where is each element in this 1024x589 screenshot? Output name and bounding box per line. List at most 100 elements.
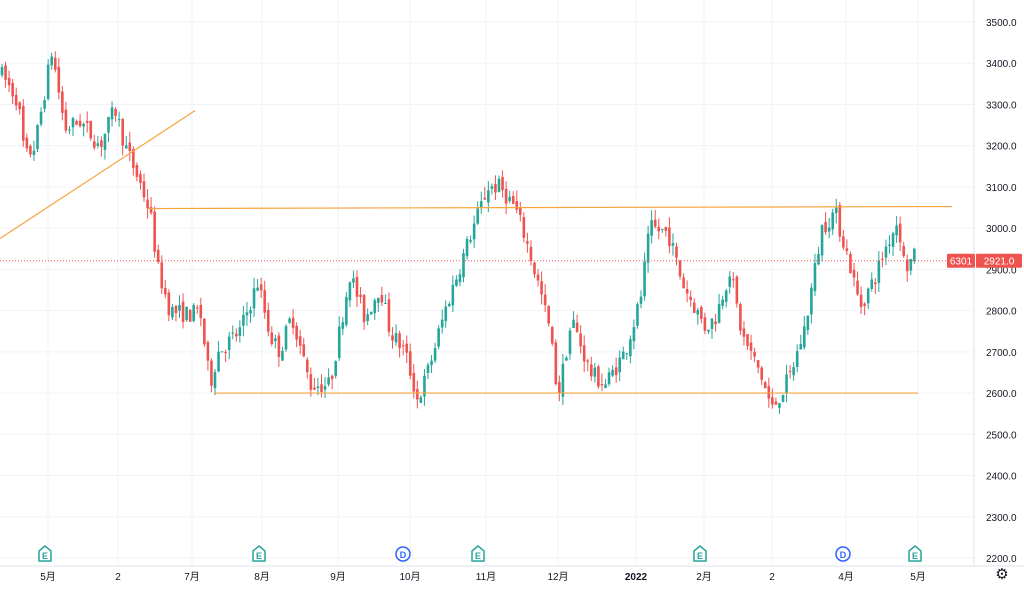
y-tick-label: 2900.0 [986, 265, 1017, 276]
candle-body [472, 223, 476, 240]
candle-body [625, 353, 629, 355]
candle-body [504, 188, 508, 204]
candle-body [359, 294, 362, 298]
candle-body [728, 276, 732, 287]
candle-body [89, 120, 93, 139]
candle-body [433, 348, 437, 361]
x-tick-label: 2022 [625, 572, 648, 583]
candle-body [888, 244, 891, 246]
candle-body [238, 327, 242, 336]
candle-body [43, 100, 46, 109]
candle-body [678, 260, 682, 277]
candle-body [639, 296, 643, 304]
y-tick-label: 2300.0 [986, 513, 1017, 524]
candle-body [689, 296, 692, 300]
candle-body [153, 211, 156, 252]
candle-body [430, 360, 433, 366]
candle-body [71, 117, 75, 128]
candle-body [760, 367, 763, 380]
candle-body [732, 279, 735, 281]
candle-body [724, 290, 728, 302]
candle-body [579, 333, 582, 347]
candle-body [380, 294, 384, 303]
candle-body [863, 303, 866, 306]
candle-body [739, 303, 742, 331]
candle-body [188, 309, 192, 322]
candle-body [377, 297, 380, 304]
candle-body [671, 243, 675, 246]
candle-body [526, 241, 529, 244]
candle-body [128, 142, 132, 152]
candle-body [543, 294, 547, 306]
candle-body [330, 375, 334, 380]
candle-body [462, 253, 465, 278]
candle-body [252, 288, 256, 309]
candle-body [891, 233, 895, 247]
candle-body [61, 91, 64, 113]
candle-body [107, 117, 110, 133]
x-tick-label: 8月 [254, 571, 270, 583]
candle-body [742, 328, 746, 337]
candle-body [334, 361, 337, 376]
candle-body [174, 305, 178, 314]
candle-body [224, 352, 227, 354]
candle-body [22, 106, 25, 141]
candle-body [355, 276, 359, 297]
candle-body [4, 65, 7, 80]
event-marker-e [908, 545, 922, 562]
symbol-badge [947, 253, 975, 268]
candle-body [643, 261, 646, 297]
candle-body [870, 279, 874, 289]
candle-body [135, 164, 139, 177]
x-tick-label: 7月 [184, 571, 200, 583]
candle-body [877, 260, 881, 283]
candle-body [220, 351, 224, 353]
candle-body [767, 386, 771, 399]
event-marker-e [693, 545, 707, 562]
candle-body [146, 199, 149, 209]
candle-body [806, 315, 810, 331]
candle-body [604, 384, 607, 389]
y-tick-label: 2200.0 [986, 554, 1017, 565]
candle-body [281, 350, 284, 361]
candle-body [749, 342, 753, 351]
candle-body [416, 389, 419, 400]
candle-body [707, 329, 710, 332]
candle-body [490, 186, 494, 189]
candle-body [600, 384, 604, 386]
candle-body [160, 262, 164, 289]
candle-body [302, 344, 306, 357]
candle-body [235, 333, 238, 337]
candle-body [692, 302, 696, 313]
candle-body [444, 306, 448, 322]
candle-body [501, 176, 504, 191]
candle-body [661, 228, 664, 230]
candle-body [103, 133, 107, 150]
event-label: D [840, 550, 847, 560]
x-tick-label: 5月 [910, 571, 926, 583]
candle-body [827, 227, 831, 232]
candle-body [437, 328, 440, 347]
candle-body [614, 367, 618, 376]
candle-body [657, 226, 661, 232]
candle-body [345, 297, 348, 325]
gear-icon[interactable]: ⚙ [995, 565, 1009, 583]
candle-body [394, 333, 398, 343]
candle-body [270, 332, 274, 344]
candle-body [895, 225, 898, 236]
candle-body [36, 124, 39, 150]
x-tick-label: 2月 [696, 571, 712, 583]
candle-body [114, 109, 117, 116]
candle-body [142, 181, 146, 198]
candle-body [11, 82, 14, 97]
x-tick-label: 4月 [838, 571, 854, 583]
candle-body [536, 274, 540, 281]
x-tick-label: 12月 [547, 571, 568, 583]
candle-body [799, 344, 803, 350]
candle-body [547, 305, 550, 324]
candle-body [849, 254, 852, 274]
candle-body [593, 367, 597, 377]
candle-body [607, 372, 611, 385]
candle-body [124, 145, 128, 149]
